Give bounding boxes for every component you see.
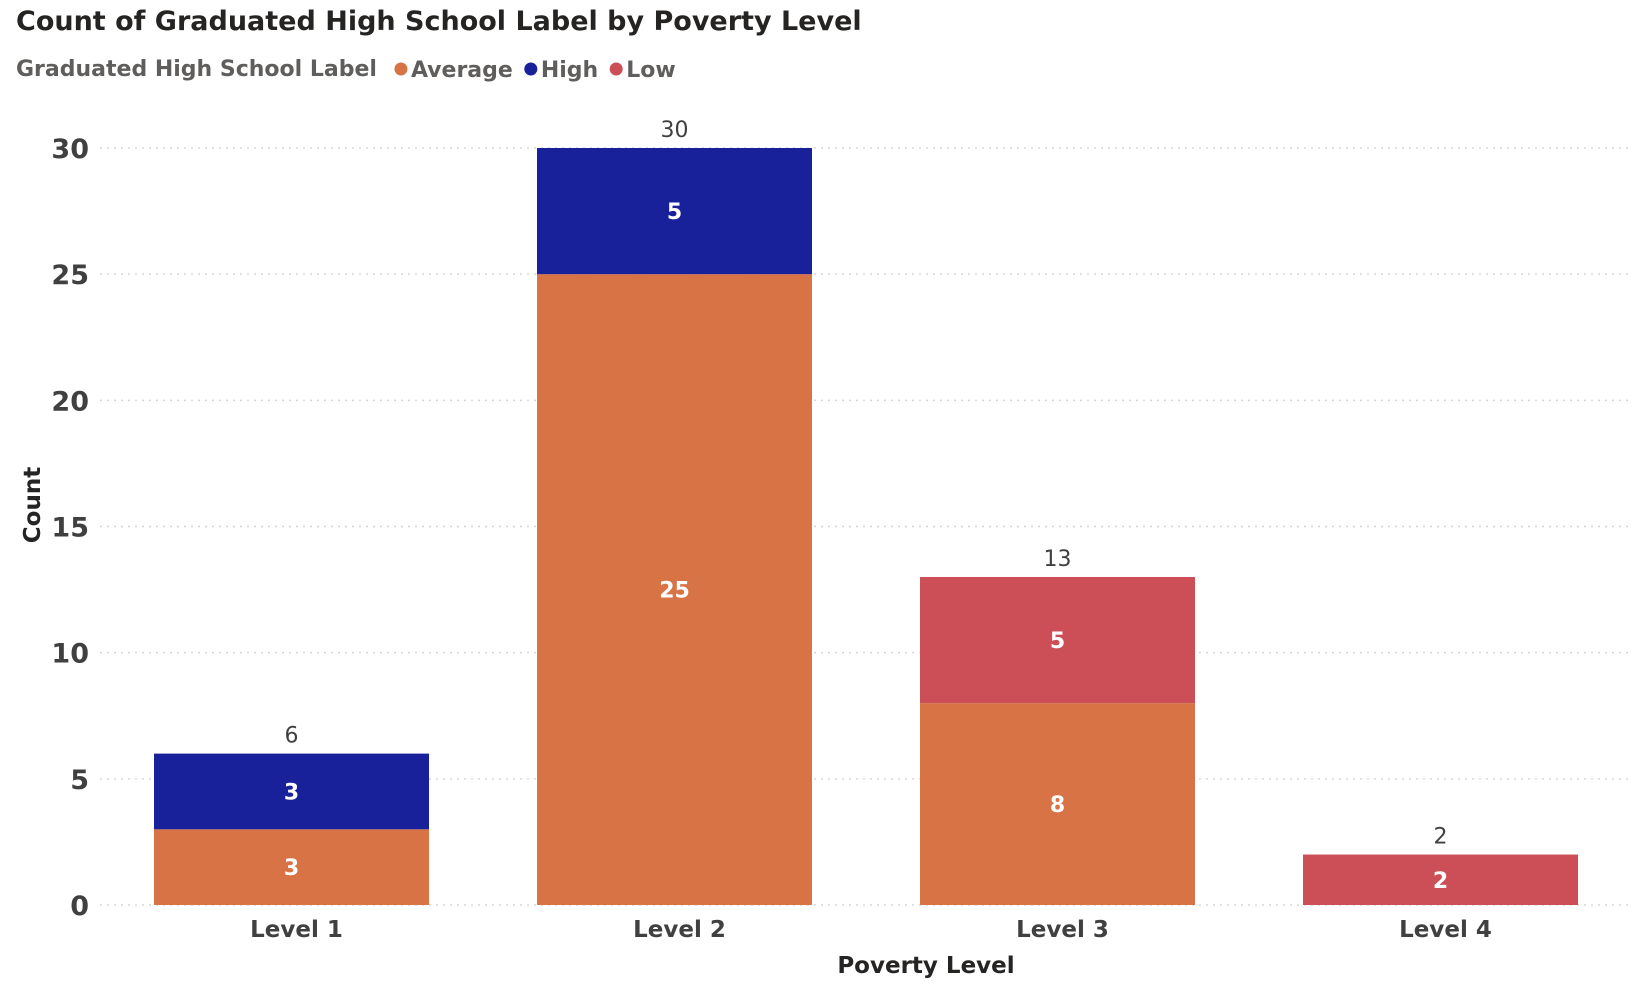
x-axis-title: Poverty Level [837,953,1014,979]
legend-swatch [524,62,538,76]
x-tick-label: Level 2 [633,917,726,943]
y-tick-label: 25 [51,260,89,291]
legend-swatch [394,62,408,76]
bars [154,148,1578,906]
segment-labels: 3 3 25 5 8 5 2 [284,200,1448,894]
bar-segment [920,703,1195,905]
bar-segment [537,148,812,275]
y-tick-label: 0 [70,891,89,922]
total-labels: 6 30 13 2 [285,118,1448,850]
legend-item-label: Average [411,58,513,83]
x-tick-label: Level 1 [250,917,343,943]
bar-segment [154,753,429,830]
y-tick-label: 20 [51,386,89,417]
y-tick-label: 15 [51,513,89,544]
bar-segment [154,829,429,905]
segment-data-label: 3 [284,780,299,805]
segment-data-label: 3 [284,856,299,881]
y-axis-title: Count [20,467,46,543]
legend: Graduated High School Label Average High L… [16,57,676,83]
bar-segment [920,576,1195,704]
y-tick-label: 30 [51,134,89,165]
segment-data-label: 5 [1050,629,1065,654]
x-tick-label: Level 4 [1399,917,1492,943]
segment-data-label: 2 [1433,869,1448,894]
segment-data-label: 8 [1050,793,1065,818]
legend-swatch [609,62,623,76]
x-tick-label: Level 3 [1016,917,1109,943]
segment-data-label: 5 [667,200,682,225]
bar-segment [1303,854,1578,905]
total-data-label: 2 [1434,825,1448,850]
legend-item-label: High [541,58,598,83]
bar-segment [537,274,812,906]
total-data-label: 13 [1044,547,1072,572]
total-data-label: 6 [285,724,299,749]
x-axis-ticks: Level 1 Level 2 Level 3 Level 4 [250,917,1492,943]
y-tick-label: 5 [70,765,89,796]
total-data-label: 30 [661,118,689,143]
y-tick-label: 10 [51,639,89,670]
segment-data-label: 25 [659,579,690,604]
legend-item-label: Low [626,58,675,83]
legend-title: Graduated High School Label [16,57,377,82]
chart-title: Count of Graduated High School Label by … [16,6,862,37]
y-axis-ticks: 0 5 10 15 20 25 30 [51,134,89,922]
